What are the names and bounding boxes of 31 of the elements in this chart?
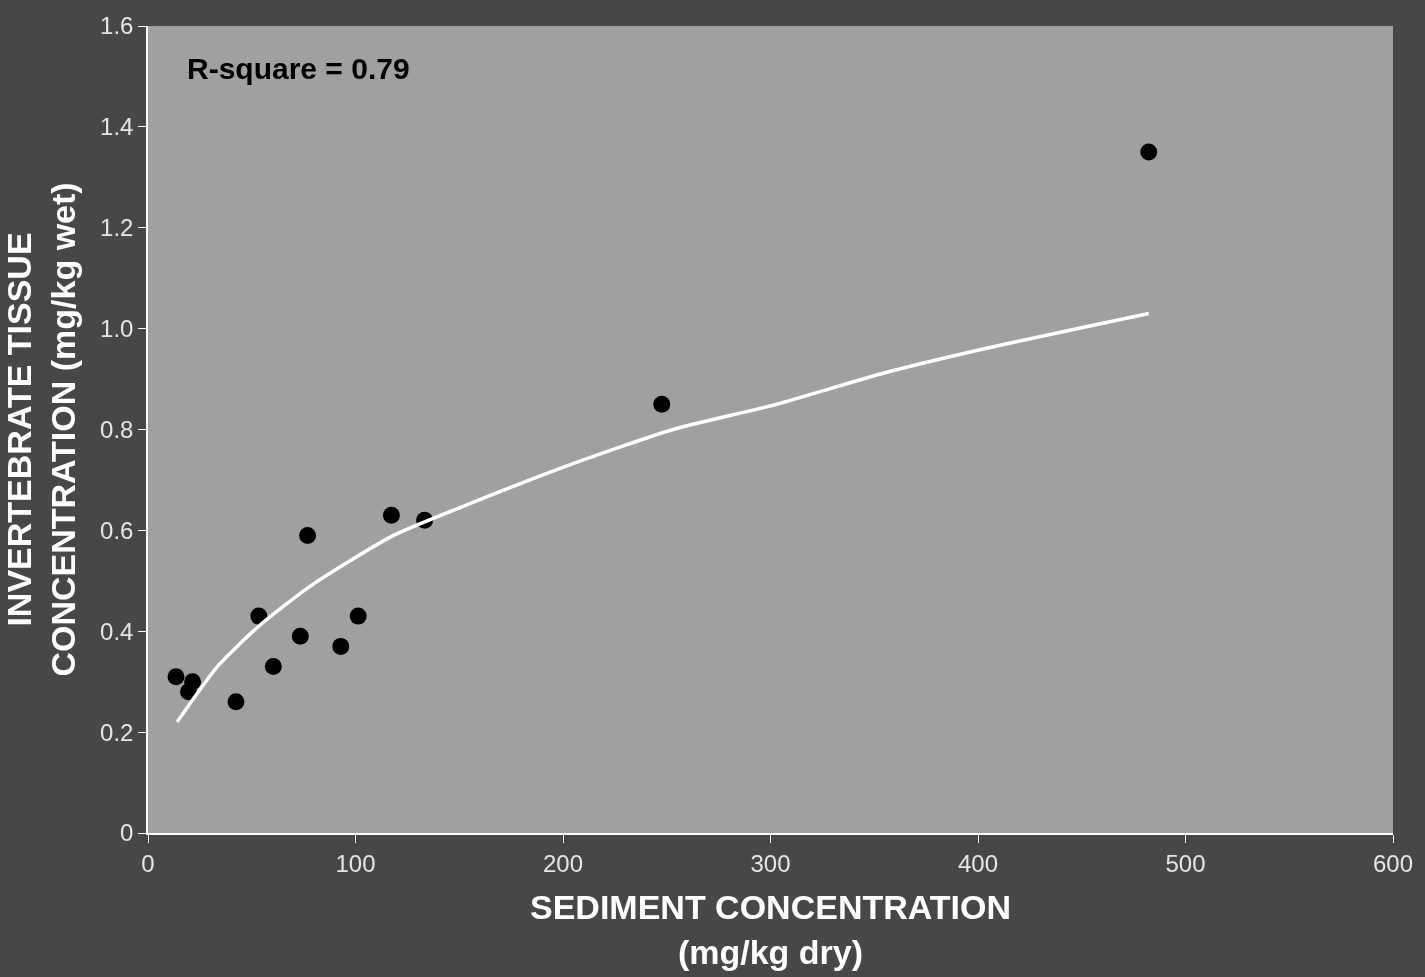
point [382, 506, 400, 524]
y-axis-title: INVERTEBRATE TISSUE CONCENTRATION (mg/kg wet) [0, 182, 83, 677]
line-series [175, 311, 1151, 724]
point [179, 683, 197, 701]
point [299, 526, 317, 544]
point [291, 627, 309, 645]
x-tick-label: 400 [957, 849, 999, 877]
annotation: R-square = 0.79 [187, 52, 410, 85]
x-tick-label: 500 [1165, 849, 1206, 877]
x-tick-label: 600 [1372, 849, 1414, 877]
y-tick-label: 0.8 [100, 415, 134, 443]
x-tick-label: 200 [542, 849, 584, 877]
y-tick-label: 1.0 [100, 315, 134, 343]
y-tick-label: 1.4 [100, 113, 134, 141]
y-tick-label: 0.6 [100, 516, 134, 544]
y-tick-label: 1.2 [100, 214, 134, 242]
x-axis-title: SEDIMENT CONCENTRATION (mg/kg dry) [529, 888, 1012, 971]
y-tick-label: 1.6 [100, 12, 134, 40]
y-tick-label: 0.4 [100, 617, 134, 645]
point [167, 668, 185, 686]
y-tick-label: 0 [120, 819, 134, 847]
x-tick-label: 100 [335, 849, 376, 877]
point [349, 607, 367, 625]
x-tick-label: 300 [750, 849, 791, 877]
point [653, 395, 671, 413]
point [332, 637, 350, 655]
point [264, 658, 282, 676]
point [1140, 143, 1158, 161]
point [227, 693, 245, 711]
x-tick-label: 0 [141, 849, 155, 877]
y-tick-label: 0.2 [100, 718, 134, 746]
